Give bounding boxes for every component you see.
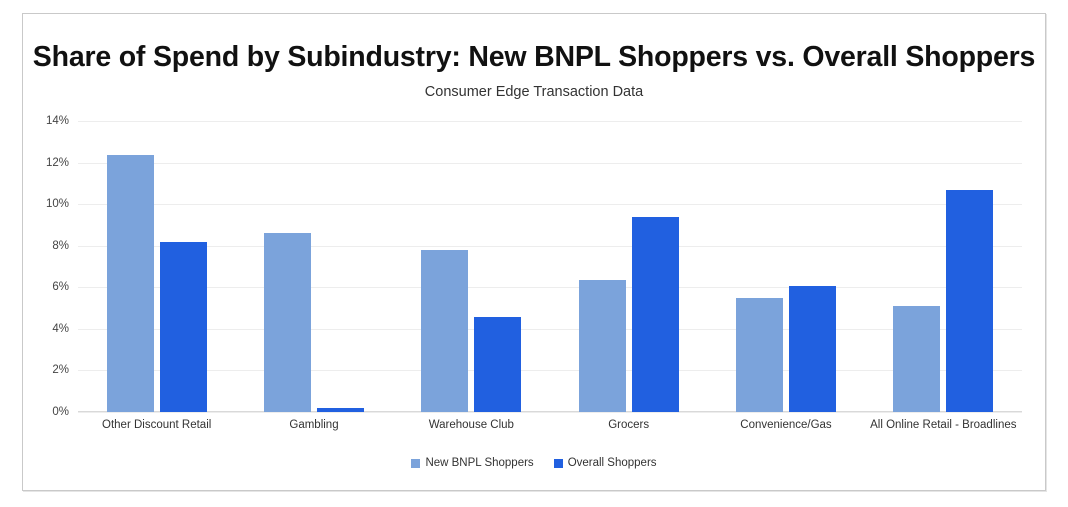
chart-legend: New BNPL Shoppers Overall Shoppers: [23, 457, 1045, 469]
bar[interactable]: [106, 155, 154, 412]
grid-line: 10%: [46, 198, 1022, 210]
legend-item[interactable]: Overall Shoppers: [553, 457, 657, 469]
x-axis-labels: Other Discount Retail Gambling Warehouse C…: [78, 419, 1022, 431]
y-axis-tick-label: 6%: [52, 281, 69, 294]
x-axis-tick-label: Gambling: [289, 419, 339, 431]
x-axis-line: [78, 411, 1022, 412]
bar[interactable]: [578, 280, 626, 412]
y-axis-tick-label: 0%: [52, 406, 69, 418]
bar-group: [550, 121, 707, 412]
y-axis-tick-label: 10%: [45, 198, 69, 211]
legend-label: New BNPL Shoppers: [425, 457, 534, 469]
grid-line: 8%: [52, 240, 1022, 252]
bar-group: [78, 121, 235, 412]
x-axis-tick-label: Convenience/Gas: [740, 419, 832, 431]
y-axis-tick-label: 12%: [45, 156, 69, 169]
bar[interactable]: [735, 297, 783, 412]
legend-item[interactable]: New BNPL Shoppers: [411, 457, 534, 469]
bar[interactable]: [316, 407, 364, 412]
bar[interactable]: [788, 286, 836, 412]
bar-group: [235, 121, 392, 412]
legend-swatch-icon: [553, 458, 563, 468]
x-axis-tick-label: Other Discount Retail: [102, 419, 212, 431]
grid-line: 0%: [52, 406, 1022, 418]
grid-line: 12%: [46, 157, 1022, 169]
chart-title: Share of Spend by Subindustry: New BNPL …: [32, 41, 1036, 73]
x-axis-tick-label: Warehouse Club: [428, 419, 514, 431]
bar[interactable]: [159, 241, 207, 412]
y-axis-tick-label: 2%: [52, 364, 69, 377]
x-axis-tick-label: Grocers: [608, 419, 650, 431]
chart-subtitle: Consumer Edge Transaction Data: [424, 84, 644, 100]
y-axis-tick-label: 4%: [52, 322, 69, 335]
bar[interactable]: [946, 189, 994, 412]
grid-line: 2%: [52, 364, 1022, 376]
grid-line: 6%: [52, 281, 1022, 293]
legend-swatch-icon: [411, 458, 421, 468]
bar-groups: [78, 121, 1022, 412]
chart-card: Share of Spend by Subindustry: New BNPL …: [22, 13, 1046, 491]
bar[interactable]: [421, 249, 469, 412]
grid-line: 14%: [46, 115, 1022, 127]
plot-area: 14% 12% 10% 8% 6% 4% 2% 0%: [46, 115, 1022, 418]
bar[interactable]: [263, 233, 311, 412]
legend-label: Overall Shoppers: [567, 457, 657, 469]
y-axis-tick-label: 14%: [45, 115, 69, 127]
grid-line: 4%: [52, 323, 1022, 335]
bar-group: [707, 121, 864, 412]
bar[interactable]: [631, 216, 679, 412]
bar-group: [865, 121, 1022, 412]
x-axis-tick-label: All Online Retail - Broadlines: [870, 419, 1017, 431]
bar[interactable]: [893, 306, 941, 412]
y-axis-tick-label: 8%: [52, 239, 69, 252]
bar-group: [393, 121, 550, 412]
bar[interactable]: [474, 317, 522, 412]
